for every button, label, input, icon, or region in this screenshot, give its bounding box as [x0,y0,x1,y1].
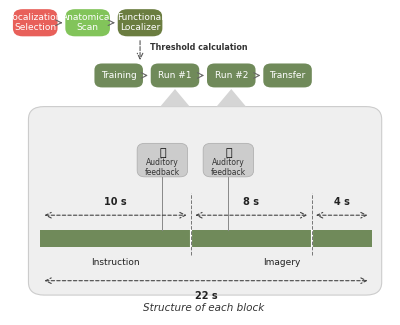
Text: 4 s: 4 s [334,197,350,207]
Text: Anatomical
Scan: Anatomical Scan [62,13,113,32]
Bar [312,229,372,247]
Text: Structure of each block: Structure of each block [142,303,264,313]
FancyBboxPatch shape [207,63,256,87]
Text: Functional
Localizer: Functional Localizer [117,13,164,32]
Text: 8 s: 8 s [243,197,259,207]
FancyBboxPatch shape [28,107,382,295]
FancyBboxPatch shape [13,9,58,36]
Text: Auditory
feedback: Auditory feedback [145,158,180,177]
FancyBboxPatch shape [203,143,254,177]
Text: Threshold calculation: Threshold calculation [150,43,247,52]
Text: Imagery: Imagery [263,258,300,267]
Text: Run #2: Run #2 [214,71,248,80]
Polygon shape [160,89,190,107]
FancyBboxPatch shape [94,63,143,87]
Text: Instruction: Instruction [91,258,140,267]
Polygon shape [216,89,246,107]
FancyBboxPatch shape [263,63,312,87]
Text: Vocalization
Selection: Vocalization Selection [8,13,62,32]
FancyBboxPatch shape [65,9,110,36]
Text: 10 s: 10 s [104,197,127,207]
Text: 22 s: 22 s [195,291,217,301]
Text: 🔊: 🔊 [225,149,232,158]
FancyBboxPatch shape [151,63,199,87]
Text: 🔊: 🔊 [159,149,166,158]
Text: Training: Training [101,71,136,80]
FancyBboxPatch shape [137,143,188,177]
Bar [40,229,191,247]
Text: Run #1: Run #1 [158,71,192,80]
Bar [191,229,312,247]
FancyBboxPatch shape [118,9,162,36]
Text: Transfer: Transfer [270,71,306,80]
Text: Auditory
feedback: Auditory feedback [211,158,246,177]
